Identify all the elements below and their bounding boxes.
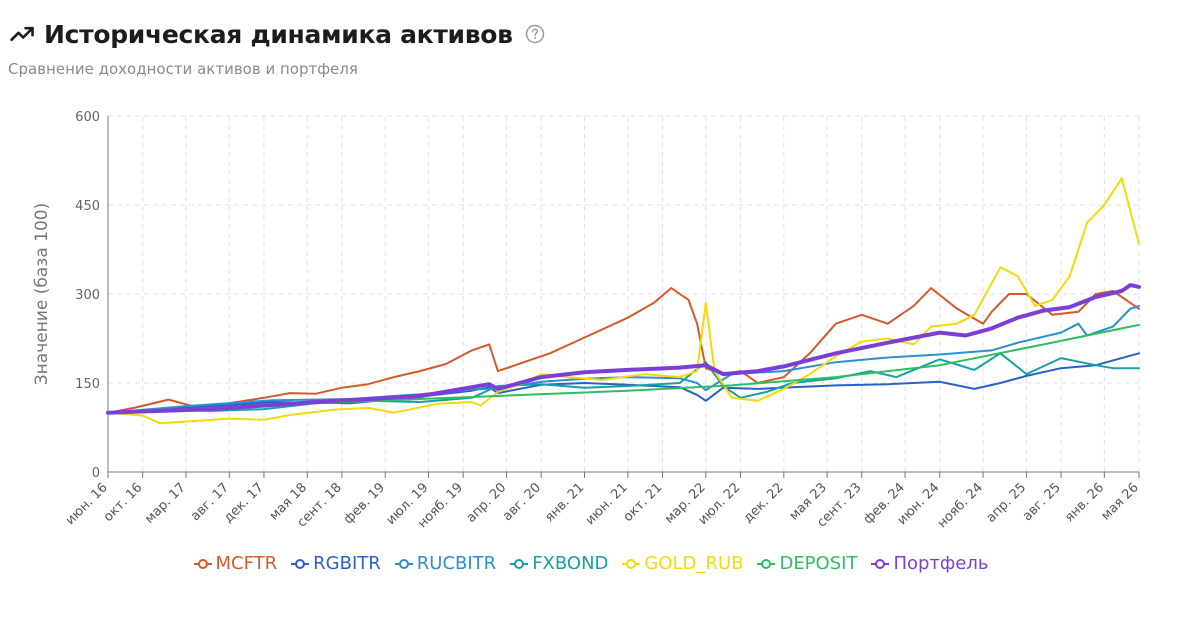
x-tick-label: фев. 19 bbox=[341, 480, 388, 527]
x-tick-label: дек. 22 bbox=[741, 480, 787, 526]
page-title: Историческая динамика активов bbox=[44, 19, 513, 49]
legend-item[interactable]: FXBOND bbox=[510, 553, 608, 574]
x-tick-label: янв. 21 bbox=[542, 480, 587, 525]
legend-item[interactable]: GOLD_RUB bbox=[622, 553, 743, 574]
x-tick-label: июн. 21 bbox=[583, 480, 631, 528]
legend-marker-icon bbox=[193, 558, 212, 569]
chart-header: Историческая динамика активов bbox=[8, 14, 545, 54]
legend-label: DEPOSIT bbox=[779, 553, 858, 574]
legend-item[interactable]: DEPOSIT bbox=[757, 553, 857, 574]
legend-label: FXBOND bbox=[532, 553, 609, 574]
legend-label: RGBITR bbox=[313, 553, 381, 574]
legend-item[interactable]: RGBITR bbox=[291, 553, 381, 574]
y-tick-label: 150 bbox=[75, 377, 100, 392]
series-line-gold-rub bbox=[107, 177, 1140, 425]
x-tick-label: окт. 21 bbox=[621, 480, 666, 525]
legend-item[interactable]: Портфель bbox=[871, 553, 989, 574]
legend-marker-icon bbox=[871, 558, 890, 569]
x-tick-label: мар. 17 bbox=[142, 480, 189, 527]
trending-up-icon bbox=[10, 26, 34, 42]
legend-marker-icon bbox=[291, 558, 310, 569]
x-tick-label: апр. 25 bbox=[984, 480, 1030, 526]
legend-item[interactable]: MCFTR bbox=[193, 553, 278, 574]
y-tick-label: 0 bbox=[92, 466, 100, 481]
series-line-mcftr bbox=[107, 287, 1140, 414]
legend-item[interactable]: RUCBITR bbox=[394, 553, 497, 574]
x-tick-label: июн. 16 bbox=[63, 480, 111, 528]
x-tick-label: авг. 20 bbox=[500, 480, 544, 524]
y-tick-label: 300 bbox=[75, 288, 100, 303]
x-tick-label: янв. 26 bbox=[1062, 480, 1107, 525]
y-tick-label: 450 bbox=[75, 199, 100, 214]
question-circle-icon[interactable] bbox=[525, 24, 545, 44]
y-axis-title: Значение (база 100) bbox=[32, 203, 52, 385]
x-tick-label: авг. 25 bbox=[1020, 480, 1064, 524]
x-tick-label: окт. 16 bbox=[101, 480, 146, 525]
legend-label: MCFTR bbox=[215, 553, 278, 574]
legend-label: Портфель bbox=[893, 553, 989, 574]
legend-marker-icon bbox=[757, 558, 776, 569]
legend-label: GOLD_RUB bbox=[644, 553, 744, 574]
x-tick-label: нояб. 24 bbox=[935, 480, 986, 531]
legend-label: RUCBITR bbox=[416, 553, 497, 574]
page-subtitle: Сравнение доходности активов и портфеля bbox=[8, 60, 358, 78]
legend-marker-icon bbox=[622, 558, 641, 569]
chart-legend: MCFTR RGBITR RUCBITR FXBOND GOLD_RUB DEPOSIT П… bbox=[0, 553, 1182, 574]
legend-marker-icon bbox=[510, 558, 529, 569]
y-tick-label: 600 bbox=[75, 110, 100, 125]
x-tick-label: мая 26 bbox=[1098, 480, 1141, 523]
series-line-портфель bbox=[106, 283, 1141, 415]
legend-marker-icon bbox=[394, 558, 413, 569]
x-tick-label: апр. 20 bbox=[464, 480, 510, 526]
